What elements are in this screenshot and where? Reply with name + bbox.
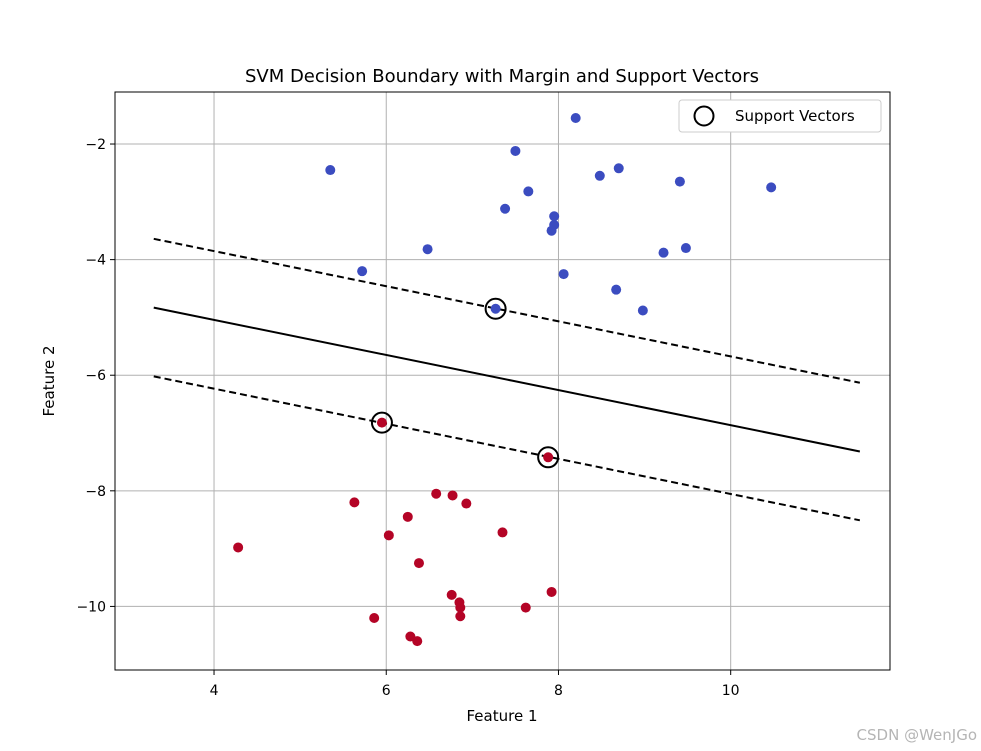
class-1-point	[349, 497, 360, 508]
y-axis-label: Feature 2	[40, 346, 58, 417]
support-vector-markers	[370, 297, 560, 469]
grid	[115, 92, 890, 670]
class-0-point	[613, 163, 624, 174]
legend-label-support-vectors: Support Vectors	[735, 107, 855, 125]
upper-margin-line	[153, 237, 861, 384]
class-0-point	[510, 145, 521, 156]
class-1-point	[455, 611, 466, 622]
class-1-point	[402, 511, 413, 522]
class-0-point	[658, 247, 669, 258]
support-vector-marker	[370, 411, 393, 434]
class-1-point	[461, 498, 472, 509]
y-tick-label: −2	[85, 137, 106, 153]
class-0-point	[558, 269, 569, 280]
chart-title: SVM Decision Boundary with Margin and Su…	[245, 66, 759, 87]
decision-lines	[153, 237, 861, 522]
lower-margin-line	[153, 375, 861, 522]
class-0-point	[422, 244, 433, 255]
class-1-point	[383, 530, 394, 541]
legend-box	[678, 99, 882, 133]
class-0-point	[766, 182, 777, 193]
watermark: CSDN @WenJGo	[857, 726, 977, 744]
y-tick-label: −8	[85, 484, 106, 500]
class-0-point	[357, 266, 368, 277]
class-0-point	[674, 176, 685, 187]
x-tick-label: 10	[722, 683, 740, 699]
class-0-point	[594, 170, 605, 181]
support-vector-marker	[537, 446, 560, 469]
class-1-point	[431, 488, 442, 499]
class-0-point	[546, 225, 557, 236]
y-tick-label: −10	[76, 599, 106, 615]
y-tick-label: −4	[85, 253, 106, 269]
class-0-point	[500, 203, 511, 214]
class-1-point	[546, 586, 557, 597]
axis-ticks: 4 6 8 10 −2 −4 −6 −8 −10	[76, 137, 739, 699]
x-axis-label: Feature 1	[467, 707, 538, 725]
x-tick-label: 6	[382, 683, 391, 699]
class-1-point	[413, 558, 424, 569]
class-1-point	[412, 636, 423, 647]
support-vector-marker	[484, 297, 507, 320]
class-1-point	[455, 602, 466, 613]
decision-boundary-line	[153, 306, 861, 453]
class-0-point	[570, 113, 581, 124]
y-tick-label: −6	[85, 368, 106, 384]
class-1-point	[520, 602, 531, 613]
class-0-point	[549, 211, 560, 222]
class-1-point	[376, 417, 387, 428]
class-0-point	[490, 303, 501, 314]
class-1-point	[233, 542, 244, 553]
class-0-point	[611, 284, 622, 295]
class-0-point	[523, 186, 534, 197]
class-1-point	[369, 612, 380, 623]
class-0-point	[325, 165, 336, 176]
class-1-point	[543, 452, 554, 463]
x-tick-label: 8	[554, 683, 563, 699]
plot-frame	[114, 91, 891, 671]
class-1-point	[497, 527, 508, 538]
class-0-point	[680, 243, 691, 254]
class-1-point	[446, 589, 457, 600]
data-points	[233, 113, 777, 647]
x-tick-label: 4	[210, 683, 219, 699]
legend: Support Vectors	[678, 99, 882, 133]
class-1-point	[447, 490, 458, 501]
legend-support-vector-marker	[693, 105, 715, 127]
class-0-point	[637, 305, 648, 316]
